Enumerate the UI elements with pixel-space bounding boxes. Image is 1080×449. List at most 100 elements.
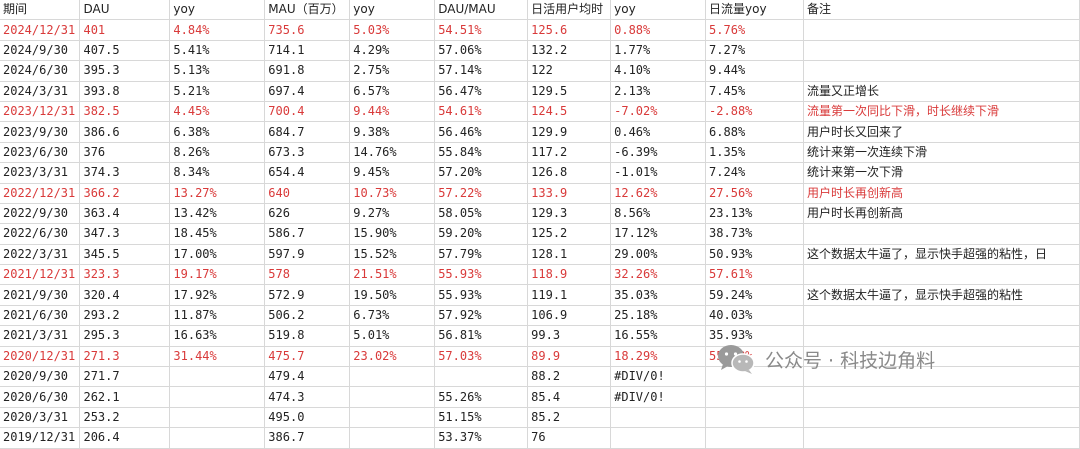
cell-note[interactable]: 用户时长又回来了 xyxy=(803,121,1080,143)
cell-time-yoy[interactable]: 0.88% xyxy=(610,19,707,41)
cell-mau-yoy[interactable]: 6.57% xyxy=(349,81,436,102)
cell-mau[interactable]: 626 xyxy=(264,203,351,225)
cell-dau[interactable]: 393.8 xyxy=(79,81,171,102)
cell-dau-yoy[interactable]: 6.38% xyxy=(169,121,266,143)
cell-note[interactable]: 这个数据太牛逼了，显示快手超强的粘性，日 xyxy=(803,244,1080,266)
cell-note[interactable]: 统计来第一次连续下滑 xyxy=(803,142,1080,164)
cell-mau[interactable]: 654.4 xyxy=(264,162,351,184)
header-dau-yoy[interactable]: yoy xyxy=(169,0,266,21)
cell-period[interactable]: 2022/6/30 xyxy=(0,223,81,245)
header-dau[interactable]: DAU xyxy=(79,0,171,21)
cell-mau-yoy[interactable]: 19.50% xyxy=(349,284,436,306)
cell-dau-mau-ratio[interactable]: 54.61% xyxy=(434,101,529,123)
cell-daily-time[interactable]: 99.3 xyxy=(527,325,612,347)
cell-dau-mau-ratio[interactable]: 56.47% xyxy=(434,81,529,102)
cell-mau[interactable]: 475.7 xyxy=(264,346,351,368)
cell-daily-time[interactable]: 106.9 xyxy=(527,305,612,327)
cell-dau[interactable]: 271.3 xyxy=(79,346,171,368)
cell-dau-yoy[interactable]: 18.45% xyxy=(169,223,266,245)
cell-period[interactable]: 2022/9/30 xyxy=(0,203,81,225)
cell-mau-yoy[interactable]: 5.03% xyxy=(349,19,436,41)
cell-time-yoy[interactable] xyxy=(610,407,707,429)
header-time-yoy[interactable]: yoy xyxy=(610,0,707,21)
cell-dau[interactable]: 320.4 xyxy=(79,284,171,306)
cell-daily-time[interactable]: 132.2 xyxy=(527,40,612,62)
cell-traffic-yoy[interactable] xyxy=(705,386,804,408)
cell-dau-mau-ratio[interactable]: 55.84% xyxy=(434,142,529,164)
cell-mau-yoy[interactable]: 15.90% xyxy=(349,223,436,245)
cell-note[interactable] xyxy=(803,427,1080,449)
cell-traffic-yoy[interactable]: 50.93% xyxy=(705,244,804,266)
cell-mau[interactable]: 519.8 xyxy=(264,325,351,347)
cell-daily-time[interactable]: 76 xyxy=(527,427,612,449)
cell-dau-mau-ratio[interactable]: 54.51% xyxy=(434,19,529,41)
cell-dau[interactable]: 376 xyxy=(79,142,171,164)
cell-mau[interactable]: 597.9 xyxy=(264,244,351,266)
cell-dau-mau-ratio[interactable]: 57.03% xyxy=(434,346,529,368)
cell-note[interactable] xyxy=(803,366,1080,388)
cell-dau[interactable]: 345.5 xyxy=(79,244,171,266)
cell-dau-yoy[interactable]: 5.13% xyxy=(169,60,266,82)
cell-traffic-yoy[interactable]: 7.45% xyxy=(705,81,804,102)
cell-daily-time[interactable]: 119.1 xyxy=(527,284,612,306)
cell-mau-yoy[interactable] xyxy=(349,386,436,408)
cell-traffic-yoy[interactable]: 7.27% xyxy=(705,40,804,62)
cell-note[interactable] xyxy=(803,40,1080,62)
cell-note[interactable] xyxy=(803,223,1080,245)
cell-mau-yoy[interactable]: 4.29% xyxy=(349,40,436,62)
cell-time-yoy[interactable]: 1.77% xyxy=(610,40,707,62)
cell-time-yoy[interactable]: 32.26% xyxy=(610,264,707,286)
cell-period[interactable]: 2021/9/30 xyxy=(0,284,81,306)
cell-mau[interactable]: 697.4 xyxy=(264,81,351,102)
cell-traffic-yoy[interactable]: 57.61% xyxy=(705,264,804,286)
cell-period[interactable]: 2023/9/30 xyxy=(0,121,81,143)
cell-note[interactable]: 流量又正增长 xyxy=(803,81,1080,102)
cell-daily-time[interactable]: 128.1 xyxy=(527,244,612,266)
cell-dau-mau-ratio[interactable]: 59.20% xyxy=(434,223,529,245)
cell-time-yoy[interactable]: 17.12% xyxy=(610,223,707,245)
cell-mau[interactable]: 691.8 xyxy=(264,60,351,82)
cell-dau[interactable]: 323.3 xyxy=(79,264,171,286)
cell-dau[interactable]: 401 xyxy=(79,19,171,41)
header-traffic-yoy[interactable]: 日流量yoy xyxy=(705,0,804,21)
cell-period[interactable]: 2020/3/31 xyxy=(0,407,81,429)
cell-daily-time[interactable]: 85.4 xyxy=(527,386,612,408)
cell-mau-yoy[interactable]: 21.51% xyxy=(349,264,436,286)
cell-daily-time[interactable]: 88.2 xyxy=(527,366,612,388)
cell-time-yoy[interactable]: 16.55% xyxy=(610,325,707,347)
cell-dau-yoy[interactable] xyxy=(169,366,266,388)
cell-mau-yoy[interactable]: 9.38% xyxy=(349,121,436,143)
cell-dau[interactable]: 407.5 xyxy=(79,40,171,62)
cell-traffic-yoy[interactable] xyxy=(705,366,804,388)
cell-time-yoy[interactable]: 8.56% xyxy=(610,203,707,225)
cell-dau-mau-ratio[interactable]: 57.06% xyxy=(434,40,529,62)
cell-dau-yoy[interactable]: 16.63% xyxy=(169,325,266,347)
cell-mau-yoy[interactable]: 15.52% xyxy=(349,244,436,266)
cell-dau-yoy[interactable]: 11.87% xyxy=(169,305,266,327)
cell-note[interactable]: 用户时长再创新高 xyxy=(803,203,1080,225)
cell-mau-yoy[interactable]: 6.73% xyxy=(349,305,436,327)
cell-daily-time[interactable]: 122 xyxy=(527,60,612,82)
cell-traffic-yoy[interactable]: 55.48% xyxy=(705,346,804,368)
cell-mau[interactable]: 479.4 xyxy=(264,366,351,388)
cell-dau-yoy[interactable] xyxy=(169,386,266,408)
cell-mau[interactable]: 700.4 xyxy=(264,101,351,123)
cell-traffic-yoy[interactable]: 59.24% xyxy=(705,284,804,306)
cell-mau-yoy[interactable]: 23.02% xyxy=(349,346,436,368)
cell-note[interactable]: 统计来第一次下滑 xyxy=(803,162,1080,184)
cell-note[interactable] xyxy=(803,325,1080,347)
cell-dau-yoy[interactable]: 17.00% xyxy=(169,244,266,266)
cell-time-yoy[interactable]: #DIV/0! xyxy=(610,366,707,388)
cell-daily-time[interactable]: 129.9 xyxy=(527,121,612,143)
cell-mau[interactable]: 572.9 xyxy=(264,284,351,306)
cell-dau[interactable]: 293.2 xyxy=(79,305,171,327)
cell-traffic-yoy[interactable]: 6.88% xyxy=(705,121,804,143)
cell-mau[interactable]: 684.7 xyxy=(264,121,351,143)
cell-mau[interactable]: 714.1 xyxy=(264,40,351,62)
cell-dau[interactable]: 382.5 xyxy=(79,101,171,123)
header-mau-yoy[interactable]: yoy xyxy=(349,0,436,21)
cell-note[interactable] xyxy=(803,60,1080,82)
cell-time-yoy[interactable]: 0.46% xyxy=(610,121,707,143)
cell-time-yoy[interactable]: -7.02% xyxy=(610,101,707,123)
cell-mau-yoy[interactable]: 14.76% xyxy=(349,142,436,164)
